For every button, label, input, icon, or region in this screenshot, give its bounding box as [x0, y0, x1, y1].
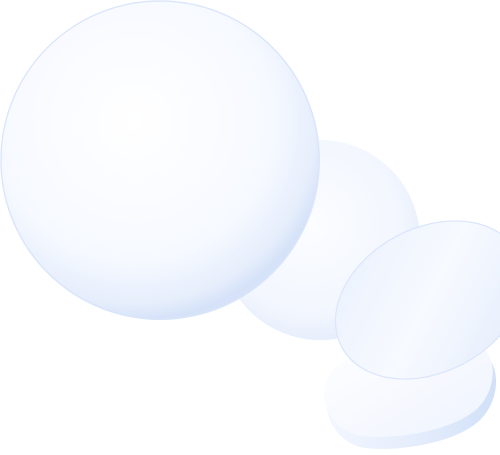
tilted-translucent-disc	[334, 220, 500, 380]
large-translucent-sphere	[0, 0, 320, 320]
